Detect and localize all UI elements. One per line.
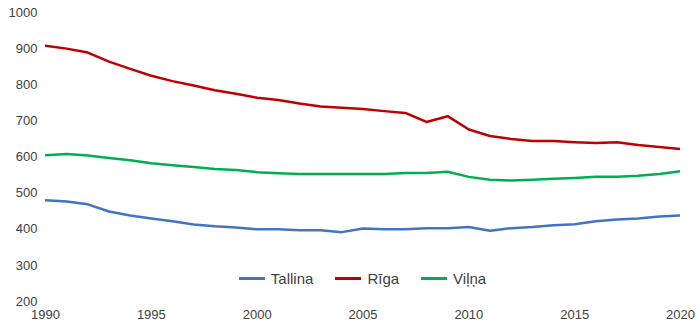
svg-text:600: 600	[16, 149, 38, 164]
svg-text:500: 500	[16, 185, 38, 200]
svg-text:800: 800	[16, 77, 38, 92]
svg-text:700: 700	[16, 113, 38, 128]
html-text:Rīga: Rīga	[367, 270, 400, 287]
svg-text:1000: 1000	[9, 5, 38, 20]
svg-text:2020: 2020	[666, 307, 695, 322]
svg-text:2010: 2010	[454, 307, 483, 322]
svg-text:300: 300	[16, 258, 38, 273]
svg-text:2015: 2015	[560, 307, 589, 322]
svg-text:1990: 1990	[31, 307, 60, 322]
svg-text:400: 400	[16, 221, 38, 236]
svg-text:900: 900	[16, 41, 38, 56]
svg-text:200: 200	[15, 293, 38, 309]
svg-text:2005: 2005	[349, 307, 378, 322]
svg-text:2000: 2000	[243, 307, 272, 322]
html-text:Viļņa: Viļņa	[453, 270, 487, 287]
html-text:Tallina: Tallina	[270, 270, 314, 287]
svg-text:1995: 1995	[137, 307, 166, 322]
